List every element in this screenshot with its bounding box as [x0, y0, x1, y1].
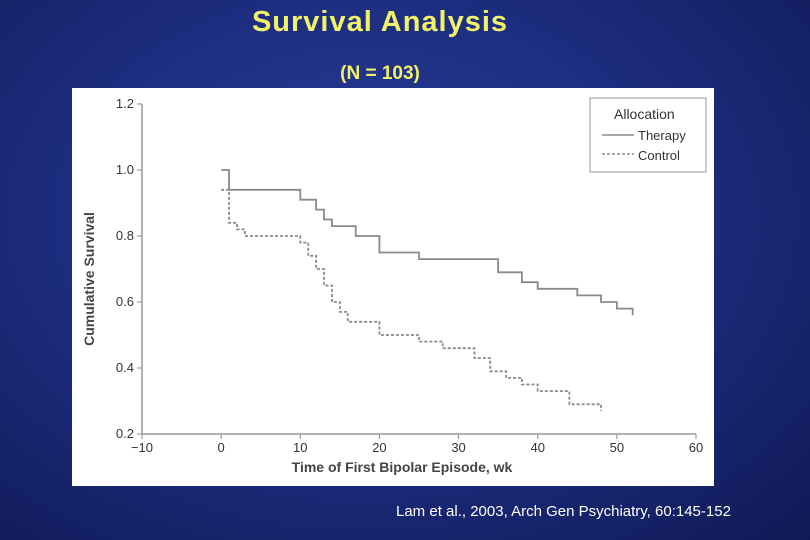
x-tick-label: −10	[131, 440, 153, 455]
slide-title: Survival Analysis	[251, 6, 509, 38]
chart-series	[221, 169, 634, 411]
y-tick-label: 0.8	[116, 228, 134, 243]
y-tick-label: 0.4	[116, 360, 134, 375]
chart-legend: Allocation Therapy Control	[589, 97, 707, 173]
chart-panel: −10 0 10 20 30 40 50 60 0.2 0.4 0.6 0.8 1.0 1.2 Time o…	[72, 88, 714, 486]
y-axis-label: Cumulative Survival	[81, 212, 97, 346]
y-tick-label: 1.2	[116, 96, 134, 111]
y-tick-label: 0.6	[116, 294, 134, 309]
x-tick-label: 0	[218, 440, 225, 455]
x-tick-label: 30	[451, 440, 465, 455]
x-axis-label: Time of First Bipolar Episode, wk	[292, 459, 513, 475]
legend-label-therapy: Therapy	[638, 128, 686, 143]
legend-label-control: Control	[638, 148, 680, 163]
slide-subtitle: (N = 103)	[340, 63, 420, 84]
x-tick-label: 40	[530, 440, 544, 455]
series-control-line	[221, 188, 602, 411]
legend-title: Allocation	[614, 106, 675, 122]
series-therapy-line	[221, 169, 634, 316]
x-tick-label: 50	[610, 440, 624, 455]
survival-chart: −10 0 10 20 30 40 50 60 0.2 0.4 0.6 0.8 1.0 1.2 Time o…	[81, 96, 707, 475]
x-tick-label: 20	[372, 440, 386, 455]
y-tick-label: 0.2	[116, 426, 134, 441]
citation: Lam et al., 2003, Arch Gen Psychiatry, 6…	[396, 503, 731, 520]
x-tick-label: 60	[689, 440, 703, 455]
chart-axes: −10 0 10 20 30 40 50 60 0.2 0.4 0.6 0.8 1.0 1.2 Time o…	[81, 96, 703, 475]
x-tick-label: 10	[293, 440, 307, 455]
y-tick-label: 1.0	[116, 162, 134, 177]
